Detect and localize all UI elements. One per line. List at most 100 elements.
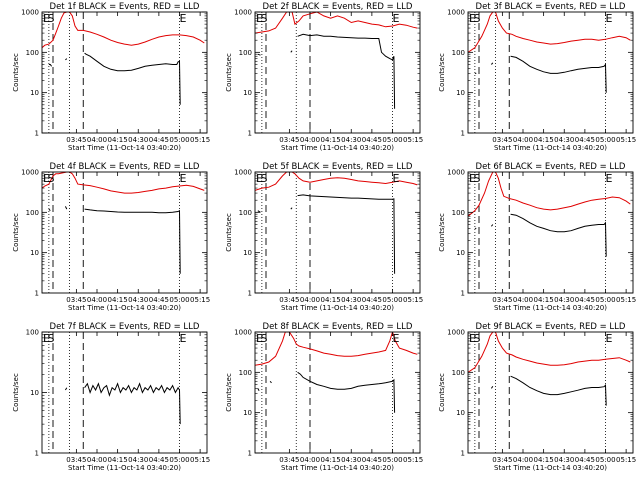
x-tick-label: 04:15 (321, 296, 341, 304)
x-tick-label: 05:00 (169, 136, 189, 144)
x-tick-label: 04:00 (87, 136, 107, 144)
series-line-lld (255, 172, 418, 191)
x-tick-label: 04:30 (128, 296, 148, 304)
y-tick-label: 1000 (234, 329, 252, 337)
panel-det-6: Det 6f BLACK = Events, RED = LLD 1 10 100 10… (438, 162, 636, 312)
y-tick-label: 100 (239, 369, 252, 377)
panel-title: Det 3f BLACK = Events, RED = LLD (476, 2, 626, 12)
x-tick-label: 04:00 (513, 296, 533, 304)
x-tick-label: 04:00 (300, 296, 320, 304)
x-tick-label: 04:15 (321, 456, 341, 464)
y-axis-label: Counts/sec (12, 373, 20, 412)
x-axis-label: Start Time (11-Oct-14 03:40:20) (281, 464, 394, 472)
panel-title: Det 7f BLACK = Events, RED = LLD (50, 322, 200, 332)
event-marker-e: E (43, 332, 50, 345)
event-marker-s: S (261, 332, 268, 345)
series-line-lld (468, 332, 631, 373)
event-marker-s: S (48, 332, 55, 345)
x-tick-label: 05:15 (616, 136, 636, 144)
x-tick-label: 04:15 (534, 296, 554, 304)
y-tick-label: 10 (243, 249, 252, 257)
x-tick-label: 05:00 (382, 296, 402, 304)
series-line-lld (468, 12, 631, 53)
y-tick-label: 10 (456, 409, 465, 417)
y-tick-label: 100 (452, 49, 465, 57)
event-marker-e: E (393, 332, 400, 345)
y-tick-label: 1 (248, 130, 252, 138)
event-marker-e: E (469, 332, 476, 345)
event-marker-s: S (474, 12, 481, 25)
x-tick-label: 04:45 (149, 296, 169, 304)
panel-det-7: Det 7f BLACK = Events, RED = LLD 1 10 100 03… (12, 322, 210, 472)
x-tick-label: 05:15 (616, 296, 636, 304)
y-tick-label: 10 (30, 249, 39, 257)
y-tick-label: 10 (30, 89, 39, 97)
plot-frame (254, 331, 421, 454)
event-marker-e: E (180, 172, 187, 185)
y-tick-label: 10 (243, 409, 252, 417)
series-line-lld (255, 12, 418, 34)
plot-frame (41, 331, 208, 454)
plot-frame (467, 171, 634, 294)
x-tick-label: 05:00 (382, 456, 402, 464)
x-tick-label: 04:00 (300, 136, 320, 144)
event-marker-e: E (606, 12, 613, 25)
x-tick-label: 03:45 (492, 136, 512, 144)
y-tick-label: 10 (30, 389, 39, 397)
y-tick-label: 1000 (447, 9, 465, 17)
plot-frame (41, 11, 208, 134)
x-tick-label: 04:30 (554, 296, 574, 304)
y-axis-label: Counts/sec (438, 53, 446, 92)
event-marker-s: S (261, 12, 268, 25)
y-axis-label: Counts/sec (12, 213, 20, 252)
y-tick-label: 100 (26, 49, 39, 57)
plot-frame (467, 11, 634, 134)
y-axis-label: Counts/sec (225, 373, 233, 412)
event-marker-s: S (474, 172, 481, 185)
y-tick-label: 1 (248, 290, 252, 298)
y-tick-label: 100 (26, 209, 39, 217)
series-line-events (257, 33, 396, 109)
y-tick-label: 10 (456, 89, 465, 97)
event-marker-e: E (606, 332, 613, 345)
y-tick-label: 1 (461, 130, 465, 138)
event-marker-e: E (180, 332, 187, 345)
series-line-events (64, 382, 181, 425)
x-tick-label: 05:15 (616, 456, 636, 464)
event-marker-e: E (43, 12, 50, 25)
x-tick-label: 04:45 (362, 296, 382, 304)
x-tick-label: 05:15 (403, 136, 423, 144)
x-tick-label: 05:15 (190, 456, 210, 464)
x-tick-label: 04:30 (128, 136, 148, 144)
x-tick-label: 04:15 (108, 456, 128, 464)
x-tick-label: 03:45 (279, 136, 299, 144)
event-marker-e: E (393, 12, 400, 25)
plot-frame (254, 11, 421, 134)
event-marker-e: E (256, 12, 263, 25)
x-tick-label: 04:00 (513, 136, 533, 144)
y-axis-label: Counts/sec (225, 53, 233, 92)
event-marker-s: S (261, 172, 268, 185)
series-line-events (48, 52, 181, 105)
series-line-lld (42, 12, 205, 49)
x-axis-label: Start Time (11-Oct-14 03:40:20) (68, 144, 181, 152)
y-tick-label: 10 (243, 89, 252, 97)
event-marker-e: E (180, 12, 187, 25)
x-tick-label: 04:00 (87, 456, 107, 464)
x-tick-label: 03:45 (279, 456, 299, 464)
x-tick-label: 04:15 (321, 136, 341, 144)
series-line-events (48, 206, 181, 274)
x-tick-label: 04:30 (554, 136, 574, 144)
event-marker-e: E (256, 172, 263, 185)
panel-det-2: Det 2f BLACK = Events, RED = LLD 1 10 100 10… (225, 2, 423, 152)
panel-title: Det 4f BLACK = Events, RED = LLD (50, 162, 200, 172)
y-axis-label: Counts/sec (438, 213, 446, 252)
y-tick-label: 100 (239, 209, 252, 217)
event-marker-e: E (469, 12, 476, 25)
y-tick-label: 100 (452, 209, 465, 217)
x-tick-label: 04:15 (108, 136, 128, 144)
panel-title: Det 8f BLACK = Events, RED = LLD (263, 322, 413, 332)
plot-frame (467, 331, 634, 454)
y-tick-label: 1000 (447, 329, 465, 337)
y-axis-label: Counts/sec (438, 373, 446, 412)
